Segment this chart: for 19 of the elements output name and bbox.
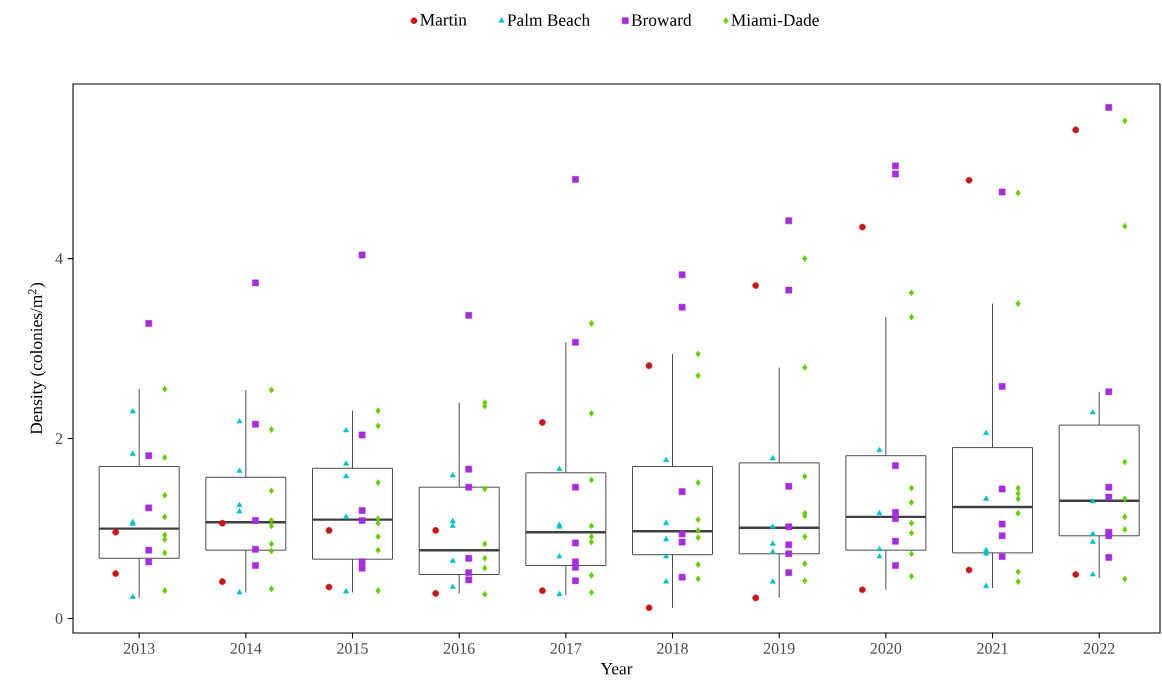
y-tick-label: 2 [55, 433, 63, 444]
y-tick-label: 0 [55, 613, 63, 624]
x-tick-label: 2017 [550, 643, 582, 654]
legend-label: Miami-Dade [731, 13, 819, 26]
x-tick-label: 2016 [443, 643, 475, 654]
legend-label: Broward [631, 13, 692, 26]
y-axis-title: Density (colonies/m$^{2}$) [28, 282, 46, 435]
y-tick-label: 4 [55, 253, 63, 264]
legend-label: Palm Beach [507, 13, 590, 26]
x-tick-label: 2020 [870, 643, 902, 654]
x-tick-label: 2021 [977, 643, 1008, 654]
x-tick-label: 2013 [123, 643, 155, 654]
x-tick-label: 2018 [657, 643, 688, 654]
x-tick-label: 2014 [230, 643, 262, 654]
legend-label: Martin [420, 13, 467, 26]
x-axis-title: Year [600, 662, 633, 675]
x-tick-label: 2022 [1083, 643, 1115, 654]
x-tick-label: 2019 [763, 643, 795, 654]
x-tick-label: 2015 [337, 643, 368, 654]
